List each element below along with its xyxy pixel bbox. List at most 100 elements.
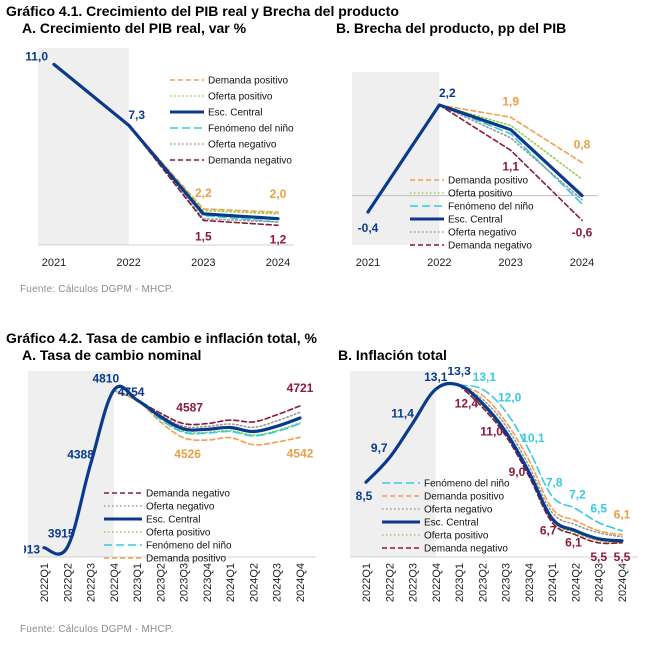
legend: Demanda positivo Oferta positivo Fenómeno …: [410, 176, 534, 252]
legend-label-demanda-positivo: Demanda positivo: [146, 554, 226, 565]
x-tick-label: 2024Q2: [570, 563, 582, 602]
series-line-demanda-positivo: [458, 384, 623, 536]
figure-2-source: Fuente: Cálculos DGPM - MHCP.: [20, 624, 174, 635]
x-tick-label: 2024Q3: [272, 563, 284, 602]
x-tick-label: 2022Q3: [86, 563, 98, 602]
historical-shade: [350, 371, 436, 557]
figure-1-title: Gráfico 4.1. Crecimiento del PIB real y …: [6, 3, 399, 19]
data-label: 8,5: [356, 489, 373, 503]
legend-label-oferta-negativo: Oferta negativo: [448, 228, 517, 239]
x-tick-label: 2023Q2: [155, 563, 167, 602]
data-label: 2,2: [439, 86, 456, 100]
x-tick-label: 2022Q2: [384, 563, 396, 602]
data-label: 6,1: [565, 536, 582, 550]
legend-label-oferta-negativo: Oferta negativo: [146, 502, 215, 513]
data-label: 13,1: [424, 370, 448, 384]
data-label: 13,1: [473, 370, 497, 384]
x-tick-label: 2022: [116, 257, 140, 269]
data-label: 13,3: [447, 367, 471, 378]
x-tick-label: 2021: [42, 257, 66, 269]
x-tick-label: 2023: [191, 257, 215, 269]
series-line-fenomeno-del-nino: [458, 384, 623, 532]
data-label: 4810: [92, 371, 119, 385]
data-label: 9,7: [371, 441, 388, 455]
x-tick-label: 2022Q2: [62, 563, 74, 602]
data-label: 1,5: [195, 229, 212, 243]
data-label: 4587: [176, 401, 203, 415]
data-label: 11,0: [480, 425, 503, 439]
series-line-esc-central: [364, 381, 624, 543]
data-label: 2,2: [195, 186, 212, 200]
series-line-esc-central: [366, 103, 584, 214]
chart-a-title: A. Crecimiento del PIB real, var %: [22, 20, 247, 36]
x-tick-label: 2022Q1: [39, 563, 51, 602]
legend-label-demanda-negativo: Demanda negativo: [424, 544, 508, 555]
data-label: 4542: [287, 446, 314, 460]
legend-label-demanda-negativo: Demanda negativo: [146, 489, 230, 500]
data-label: 11,0: [25, 49, 48, 63]
data-label: 4721: [287, 381, 314, 395]
data-label: 4526: [174, 447, 201, 461]
data-label: 7,2: [569, 487, 586, 501]
x-tick-label: 2024Q4: [295, 563, 307, 602]
x-tick-label: 2023Q4: [524, 563, 536, 602]
series-line-demanda-negativo: [458, 384, 623, 545]
x-tick-label: 2022Q3: [408, 563, 420, 602]
data-label: 1,1: [502, 159, 519, 173]
data-label: 6,7: [540, 524, 557, 538]
x-tick-label: 2022Q4: [109, 563, 121, 602]
legend-label-demanda-negativo: Demanda negativo: [448, 241, 532, 252]
legend: Demanda negativo Oferta negativo Esc. Cent…: [104, 489, 232, 565]
series-line-oferta-positivo: [127, 124, 279, 215]
series-line-esc-central: [52, 62, 280, 221]
legend-label-fenomeno-del-nino: Fenómeno del niño: [448, 202, 534, 213]
data-label: 9,0: [509, 465, 526, 479]
figure-1-source: Fuente: Cálculos DGPM - MHCP.: [20, 284, 174, 295]
chart-gdp-growth: 2021 2022 2023 2024 11,0 7,3 2,2 2,0 1,5 1,2 Deman…: [25, 48, 294, 269]
x-tick-label: 2024Q1: [547, 563, 559, 602]
x-tick-label: 2024Q3: [594, 563, 606, 602]
x-tick-label: 2024Q2: [248, 563, 260, 602]
legend-label-demanda-positivo: Demanda positivo: [424, 492, 504, 503]
x-tick-label: 2023Q4: [202, 563, 214, 602]
data-label: 3915: [48, 526, 75, 540]
legend-label-oferta-negativo: Oferta negativo: [208, 140, 277, 151]
legend-label-oferta-positivo: Oferta positivo: [448, 189, 513, 200]
chart-c-title: A. Tasa de cambio nominal: [22, 347, 202, 363]
series-line-oferta-negativo: [458, 384, 623, 538]
chart-exchange-rate: 2022Q1 2022Q2 2022Q3 2022Q4 2023Q1 2023Q2 2023…: [24, 371, 316, 602]
chart-output-gap: 2021 2022 2023 2024 -0,4 2,2 1,9 0,8 1,1 -0,6 Dema…: [352, 72, 598, 269]
legend-label-demanda-negativo: Demanda negativo: [208, 156, 292, 167]
legend-label-esc-central: Esc. Central: [424, 518, 478, 529]
legend-label-fenomeno-del-nino: Fenómeno del niño: [208, 124, 294, 135]
x-tick-label: 2024: [266, 257, 290, 269]
legend-label-esc-central: Esc. Central: [208, 108, 262, 119]
data-label: -0,6: [572, 225, 593, 239]
chart-d-title: B. Inflación total: [338, 347, 447, 363]
data-label: -0,4: [358, 221, 379, 235]
data-label: 6,1: [614, 508, 631, 522]
data-label: 1,9: [502, 94, 519, 108]
x-tick-label: 2023Q1: [454, 563, 466, 602]
historical-shade: [38, 48, 129, 245]
data-label: 11,4: [391, 407, 414, 421]
legend-label-demanda-positivo: Demanda positivo: [208, 76, 288, 87]
x-tick-label: 2023Q3: [501, 563, 513, 602]
data-label: 10,1: [521, 431, 545, 445]
data-label: 12,4: [455, 396, 479, 410]
legend: Fenómeno del niño Demanda positivo Oferta …: [382, 479, 510, 555]
legend-label-fenomeno-del-nino: Fenómeno del niño: [424, 479, 510, 490]
figure-2-title: Gráfico 4.2. Tasa de cambio e inflación …: [6, 330, 317, 346]
x-tick-label: 2023: [498, 257, 522, 269]
data-label: 1,2: [270, 232, 287, 246]
series-line-demanda-negativo: [438, 104, 583, 222]
x-tick-label: 2022Q4: [431, 563, 443, 602]
x-tick-label: 2024Q1: [225, 563, 237, 602]
legend-label-oferta-negativo: Oferta negativo: [424, 505, 493, 516]
data-label: 5,5: [614, 550, 631, 564]
x-tick-label: 2024Q4: [617, 563, 629, 602]
data-label: 7,3: [128, 108, 145, 122]
x-tick-label: 2023Q2: [477, 563, 489, 602]
series-line-oferta-negativo: [438, 104, 583, 201]
chart-b-title: B. Brecha del producto, pp del PIB: [336, 20, 567, 36]
